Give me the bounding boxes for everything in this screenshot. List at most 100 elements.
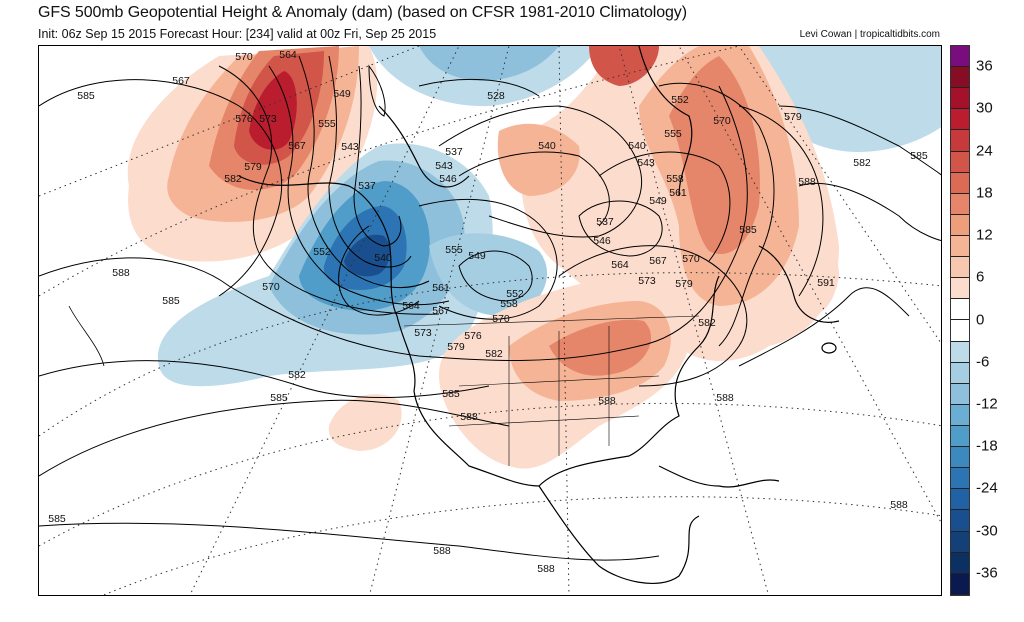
colorbar-segment <box>951 320 969 342</box>
contour-label: 570 <box>262 280 280 293</box>
contour-label: 579 <box>675 277 693 290</box>
colorbar-segment <box>951 573 969 595</box>
colorbar-segment <box>951 447 969 469</box>
colorbar-segment <box>951 130 969 152</box>
colorbar-tick-label: -12 <box>976 395 998 413</box>
borders <box>403 315 700 466</box>
contour-label: 588 <box>460 410 478 423</box>
contour-label: 579 <box>447 340 465 353</box>
map-panel: 585 567 570 564 576 573 567 555 549 543 … <box>38 45 942 596</box>
colorbar-segment <box>951 531 969 553</box>
colorbar-tick-label: -24 <box>976 479 998 497</box>
colorbar-segment <box>951 510 969 532</box>
colorbar-tick-label: 12 <box>976 226 993 244</box>
contour-label: 588 <box>890 498 908 511</box>
contour-label: 570 <box>713 114 731 127</box>
contour-label: 561 <box>432 281 450 294</box>
contour-label: 567 <box>288 139 306 152</box>
contour-label: 540 <box>374 251 392 264</box>
contour-label: 549 <box>468 249 486 262</box>
contour-label: 549 <box>649 194 667 207</box>
contour-label: 585 <box>739 223 757 236</box>
contour-label: 582 <box>288 368 306 381</box>
contour-label: 588 <box>433 544 451 557</box>
colorbar-segment <box>951 468 969 490</box>
contour-label: 585 <box>270 391 288 404</box>
colorbar-tick-label: -36 <box>976 564 998 582</box>
colorbar-segment <box>951 383 969 405</box>
contour-label: 588 <box>112 266 130 279</box>
colorbar-segment <box>951 299 969 321</box>
anomaly-field <box>39 46 941 595</box>
contour-label: 573 <box>414 326 432 339</box>
contour-label: 537 <box>445 145 463 158</box>
colorbar-segment <box>951 193 969 215</box>
colorbar-tick-label: -18 <box>976 437 998 455</box>
colorbar-segment <box>951 404 969 426</box>
colorbar-tick-label: 18 <box>976 184 993 202</box>
contour-label: 540 <box>628 139 646 152</box>
contour-label: 537 <box>358 179 376 192</box>
colorbar-tick-label: 6 <box>976 268 985 286</box>
colorbar-segment <box>951 552 969 574</box>
coastlines <box>68 46 840 584</box>
colorbar-segment <box>951 489 969 511</box>
colorbar-segment <box>951 88 969 110</box>
colorbar-segment <box>951 172 969 194</box>
contour-label: 570 <box>235 50 253 63</box>
colorbar-tick-label: 0 <box>976 311 985 328</box>
contour-label: 564 <box>402 299 420 312</box>
contour-label: 582 <box>853 156 871 169</box>
contour-label: 555 <box>664 127 682 140</box>
colorbar-tick-label: -6 <box>976 353 990 371</box>
contour-label: 546 <box>593 234 611 247</box>
contour-label: 588 <box>598 394 616 407</box>
contour-label: 540 <box>538 139 556 152</box>
contour-label: 558 <box>666 172 684 185</box>
colorbar-segment <box>951 278 969 300</box>
colorbar-tick-label: -30 <box>976 522 998 540</box>
contour-label: 567 <box>432 304 450 317</box>
contour-label: 552 <box>313 245 331 258</box>
colorbar-segment <box>951 151 969 173</box>
colorbar-segment <box>951 425 969 448</box>
contour-label: 567 <box>649 254 667 267</box>
colorbar <box>950 45 970 596</box>
contour-label: 588 <box>798 175 816 188</box>
contour-label: 549 <box>333 87 351 100</box>
contour-label: 528 <box>487 89 505 102</box>
colorbar-tick-label: 24 <box>976 142 993 160</box>
contour-label: 573 <box>638 274 656 287</box>
colorbar-segment <box>951 46 969 68</box>
colorbar-segment <box>951 257 969 279</box>
colorbar-segment <box>951 67 969 89</box>
contour-label: 570 <box>682 252 700 265</box>
height-contours <box>39 55 941 561</box>
contour-label: 558 <box>500 297 518 310</box>
colorbar-segment <box>951 362 969 384</box>
contour-label: 564 <box>611 258 629 271</box>
contour-label: 576 <box>235 112 253 125</box>
colorbar-segment <box>951 235 969 258</box>
map-title: GFS 500mb Geopotential Height & Anomaly … <box>38 4 687 21</box>
contour-label: 588 <box>716 391 734 404</box>
contour-label: 582 <box>698 316 716 329</box>
colorbar-segment <box>951 341 969 363</box>
contour-label: 585 <box>48 512 66 525</box>
graticule <box>39 46 941 595</box>
map-subtitle: Init: 06z Sep 15 2015 Forecast Hour: [23… <box>38 27 437 41</box>
contour-label: 585 <box>442 387 460 400</box>
contour-label: 585 <box>162 294 180 307</box>
contour-label: 552 <box>671 93 689 106</box>
contour-label: 555 <box>445 243 463 256</box>
colorbar-tick-label: 30 <box>976 99 993 117</box>
colorbar-segment <box>951 109 969 131</box>
contour-label: 582 <box>224 172 242 185</box>
credit: Levi Cowan | tropicaltidbits.com <box>799 29 940 40</box>
contour-label: 543 <box>341 140 359 153</box>
contour-label: 561 <box>669 186 687 199</box>
contour-label: 564 <box>279 48 297 61</box>
colorbar-tick-label: 36 <box>976 57 993 75</box>
contour-label: 579 <box>784 110 802 123</box>
contour-label: 543 <box>637 156 655 169</box>
